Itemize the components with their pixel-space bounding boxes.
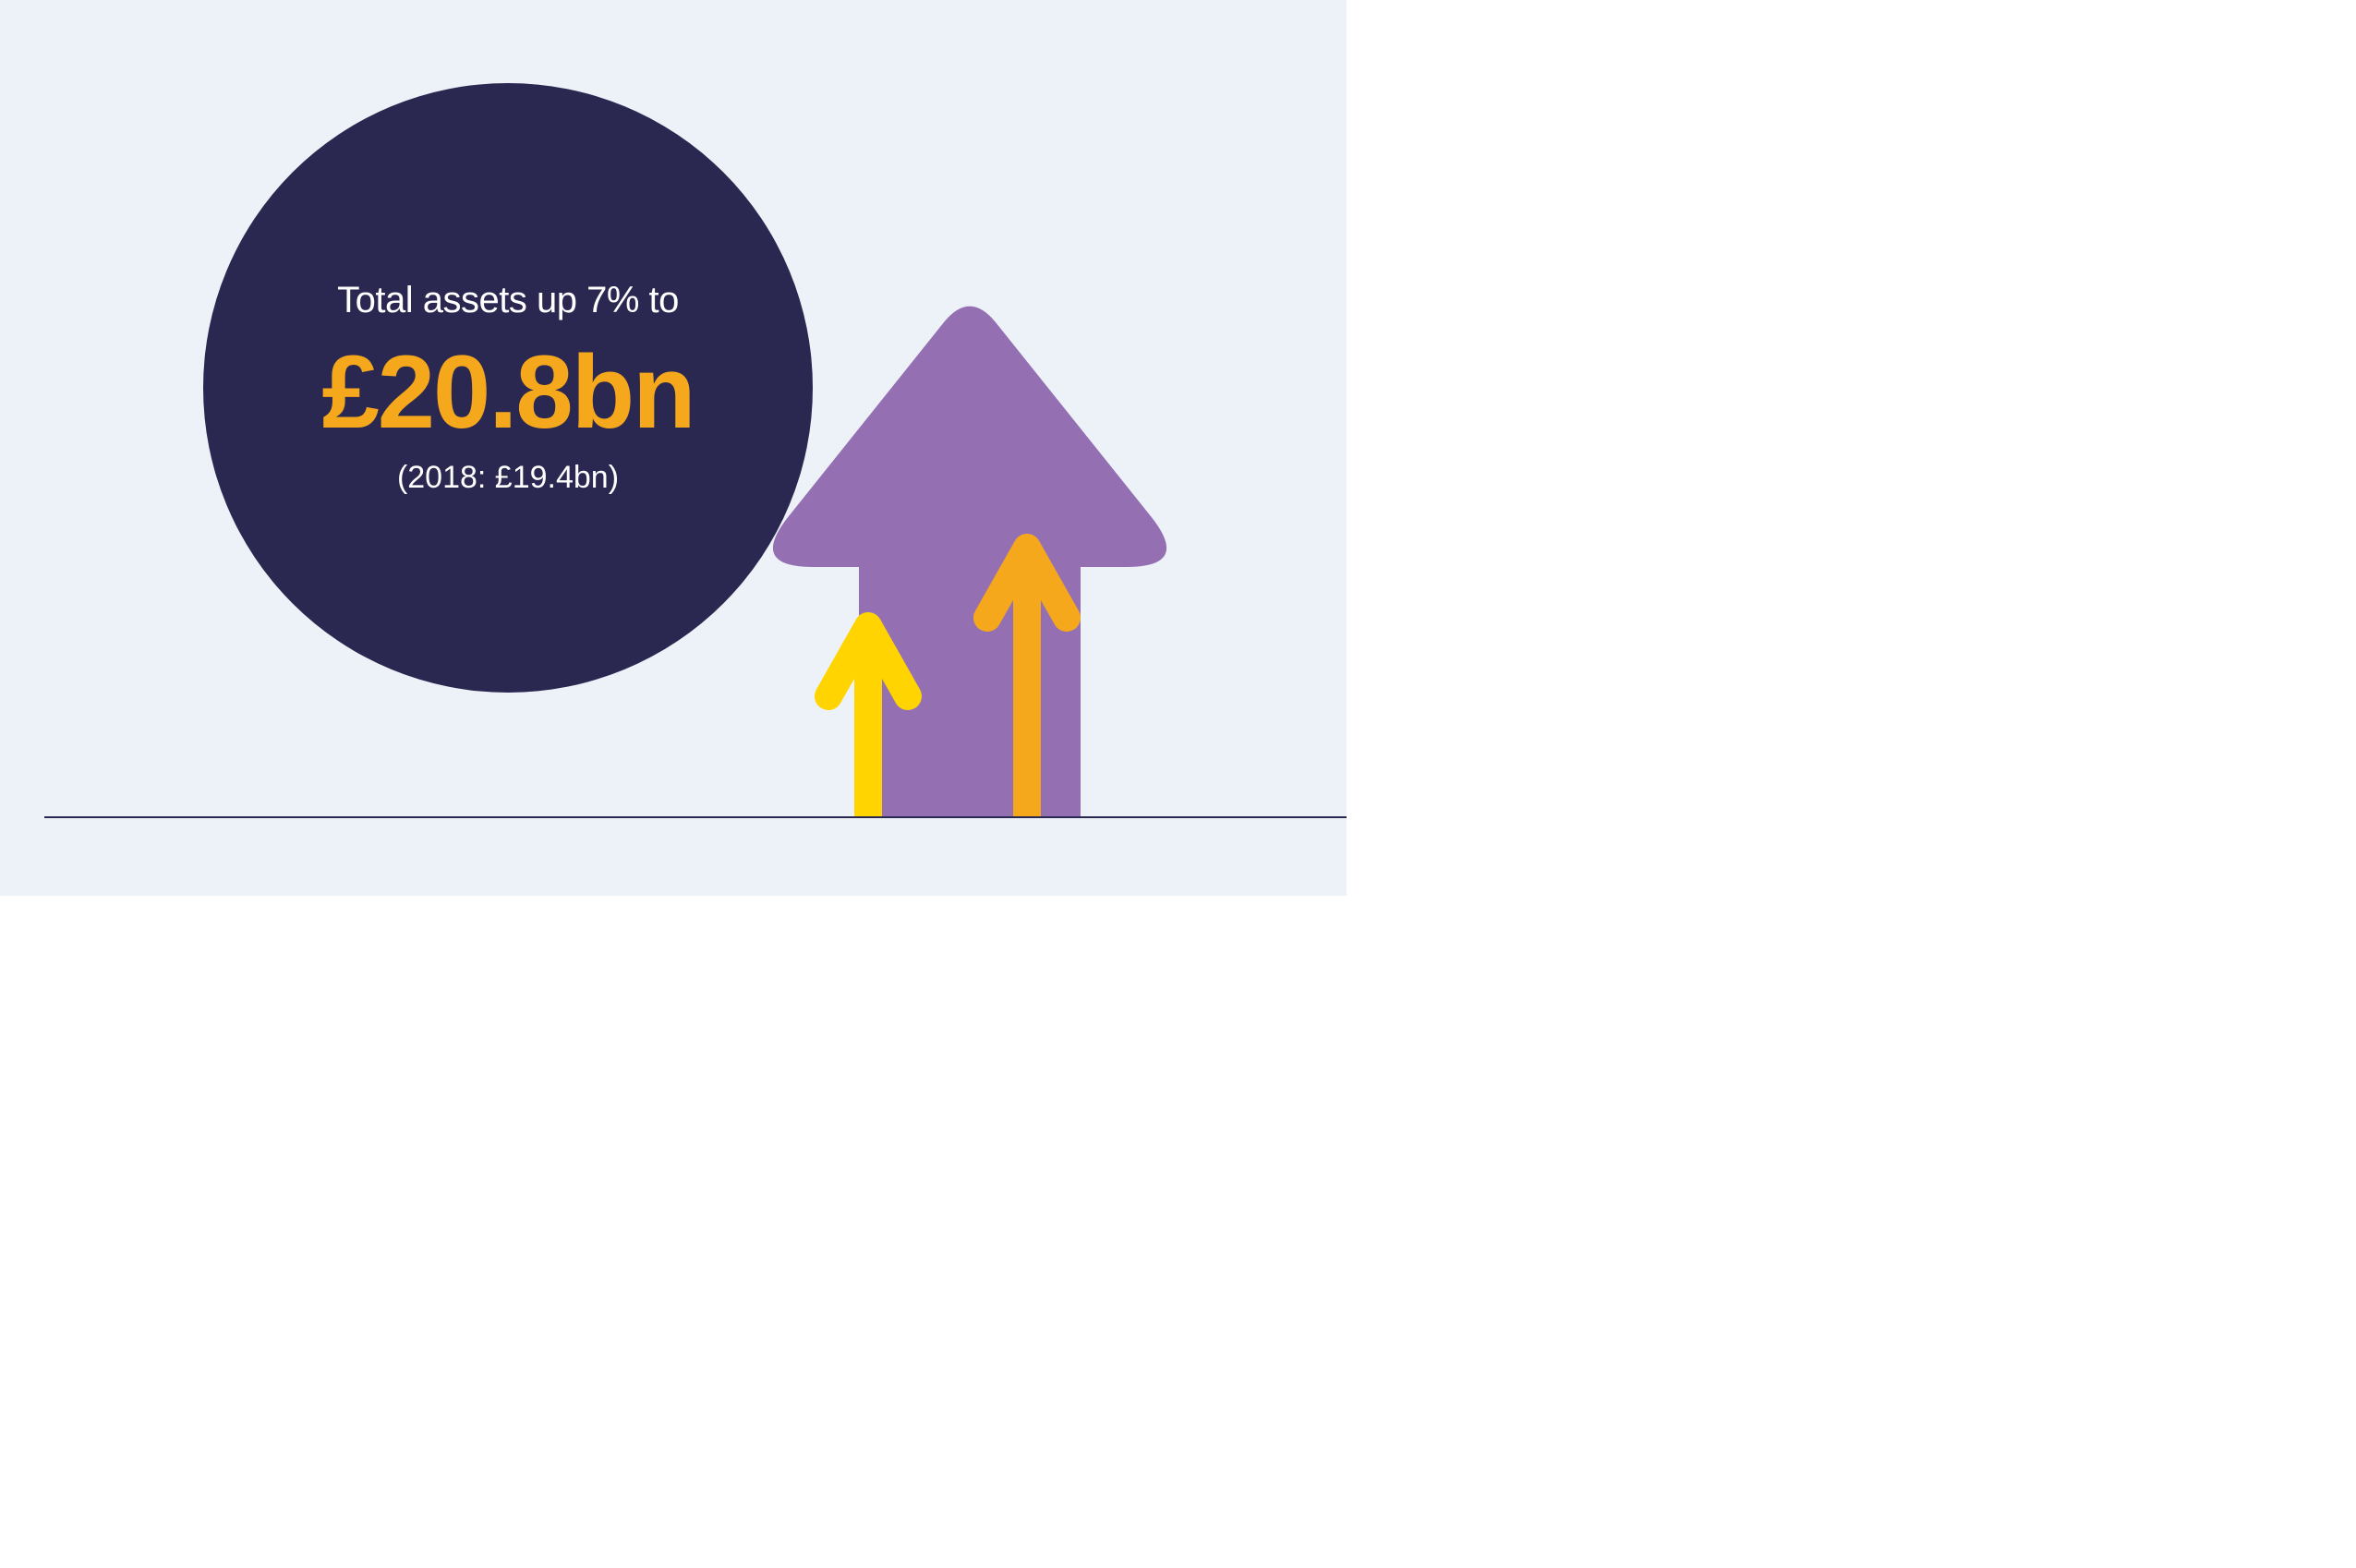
amount-text: £20.8bn [321,338,694,447]
arrow-up-small-orange-icon [972,530,1082,816]
infographic-canvas: Total assets up 7% to £20.8bn (2018: £19… [0,0,1347,896]
arrow-up-small-yellow-icon [813,609,924,816]
headline-text: Total assets up 7% to [337,280,679,321]
baseline-rule [44,816,1347,818]
stat-circle: Total assets up 7% to £20.8bn (2018: £19… [203,83,813,693]
previous-year-text: (2018: £19.4bn) [397,460,619,496]
